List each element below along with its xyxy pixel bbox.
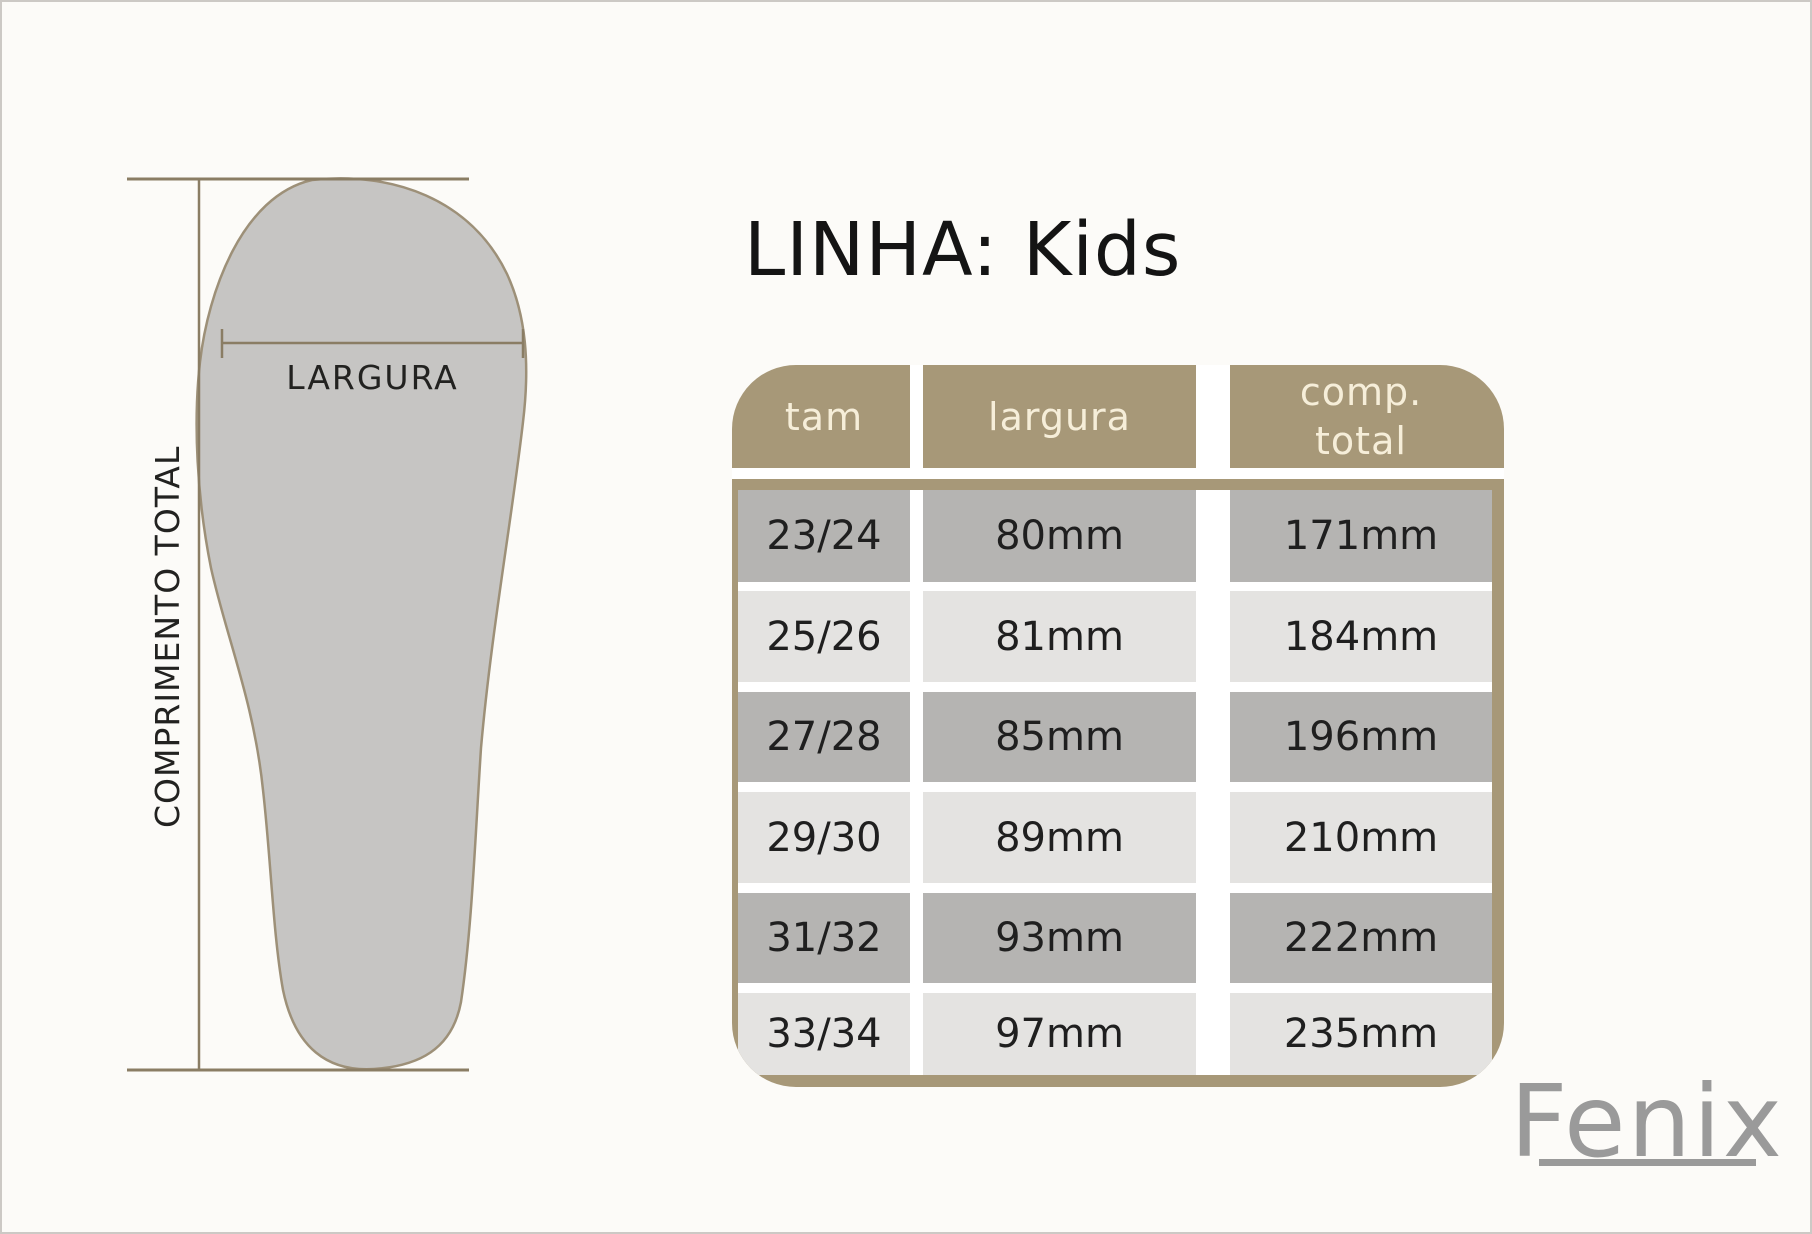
- cell-tam: 31/32: [738, 893, 910, 983]
- brand-logo: Fenix: [1510, 1063, 1784, 1180]
- cell-tam: 29/30: [738, 792, 910, 883]
- cell-comp-total: 196mm: [1230, 692, 1492, 782]
- total-length-label: COMPRIMENTO TOTAL: [148, 445, 187, 828]
- column-gap: [1196, 993, 1230, 1075]
- width-label: LARGURA: [286, 358, 459, 397]
- cell-comp-total: 222mm: [1230, 893, 1492, 983]
- table-row: 27/28 85mm 196mm: [738, 692, 1492, 792]
- header-cell-largura: largura: [988, 394, 1131, 439]
- table-row: 23/24 80mm 171mm: [738, 490, 1492, 591]
- column-gap: [910, 490, 923, 582]
- table-header-row: tam largura comp. total: [732, 365, 1504, 479]
- cell-largura: 81mm: [923, 591, 1196, 682]
- table-row: 29/30 89mm 210mm: [738, 792, 1492, 893]
- column-gap: [1196, 490, 1230, 582]
- cell-largura: 85mm: [923, 692, 1196, 782]
- column-gap: [910, 792, 923, 883]
- header-cell-tam: tam: [784, 394, 864, 439]
- cell-comp-total: 210mm: [1230, 792, 1492, 883]
- footprint-shape: [195, 177, 528, 1071]
- column-gap: [910, 591, 923, 682]
- column-gap: [1196, 591, 1230, 682]
- header-comp-line1: comp.: [1299, 369, 1423, 414]
- cell-comp-total: 184mm: [1230, 591, 1492, 682]
- column-gap: [1196, 893, 1230, 983]
- header-cell-comp-total: comp. total: [1230, 365, 1492, 468]
- brand-logo-underline: [1539, 1159, 1756, 1166]
- cell-largura: 89mm: [923, 792, 1196, 883]
- column-gap: [910, 365, 923, 468]
- size-table: tam largura comp. total 23/24 80mm 171mm…: [732, 365, 1504, 1087]
- cell-comp-total: 235mm: [1230, 993, 1492, 1075]
- column-gap: [910, 893, 923, 983]
- cell-tam: 33/34: [738, 993, 910, 1075]
- column-gap: [1196, 692, 1230, 782]
- cell-largura: 93mm: [923, 893, 1196, 983]
- page-title: LINHA: Kids: [744, 207, 1182, 293]
- column-gap: [1196, 365, 1230, 468]
- cell-largura: 80mm: [923, 490, 1196, 582]
- table-row: 25/26 81mm 184mm: [738, 591, 1492, 692]
- table-row: 33/34 97mm 235mm: [738, 993, 1492, 1075]
- cell-tam: 25/26: [738, 591, 910, 682]
- table-row: 31/32 93mm 222mm: [738, 893, 1492, 993]
- header-comp-line2: total: [1315, 418, 1407, 463]
- cell-tam: 27/28: [738, 692, 910, 782]
- column-gap: [910, 692, 923, 782]
- cell-largura: 97mm: [923, 993, 1196, 1075]
- column-gap: [910, 993, 923, 1075]
- cell-tam: 23/24: [738, 490, 910, 582]
- column-gap: [1196, 792, 1230, 883]
- cell-comp-total: 171mm: [1230, 490, 1492, 582]
